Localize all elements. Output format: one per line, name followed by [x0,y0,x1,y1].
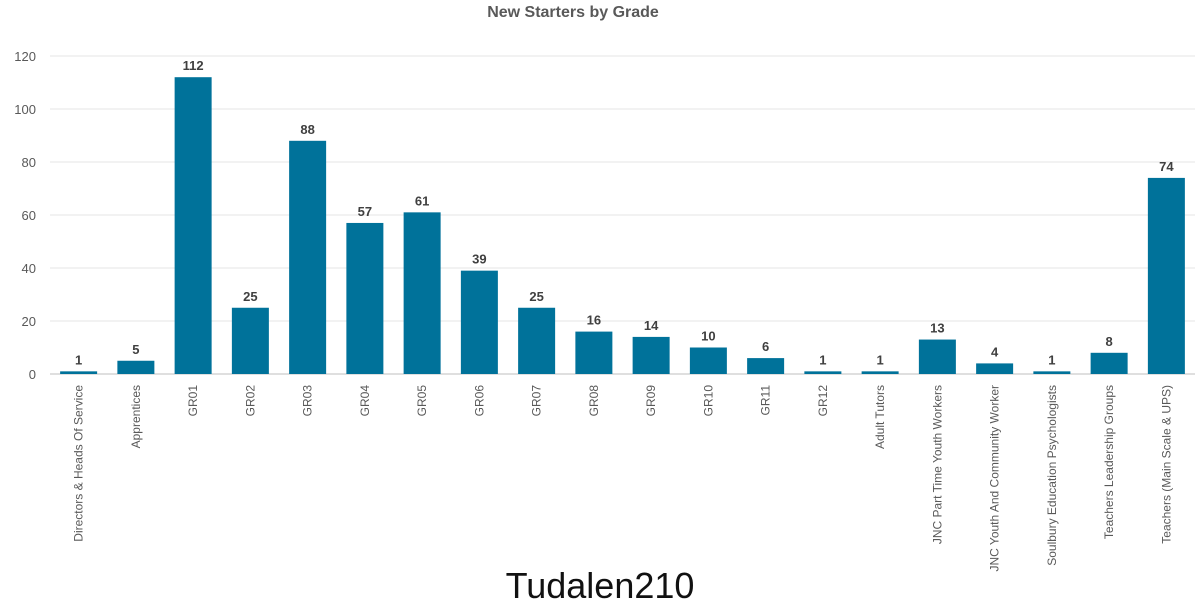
gridlines [50,55,1195,375]
page-caption: Tudalen210 [505,565,695,606]
bar [575,331,613,374]
data-label: 6 [762,339,769,354]
x-tick-label: GR05 [415,385,429,417]
bar [289,140,327,374]
y-tick-label: 60 [22,208,36,223]
y-tick-label: 40 [22,261,36,276]
x-tick-label: GR07 [530,385,544,417]
x-tick-label: Soulbury Education Psychologists [1045,385,1059,566]
data-label: 1 [75,352,82,367]
bar [861,371,899,374]
bar [117,360,155,374]
data-label: 1 [819,352,826,367]
y-axis-ticks: 0 20 40 60 80 100 120 [14,49,36,382]
data-label: 74 [1159,159,1174,174]
x-tick-label: Teachers (Main Scale & UPS) [1159,385,1173,544]
x-tick-label: GR08 [587,385,601,417]
chart-title: New Starters by Grade [487,4,659,21]
x-tick-label: Apprentices [129,385,143,448]
bar [1147,177,1185,374]
data-label: 112 [183,58,204,73]
x-tick-label: Directors & Heads Of Service [72,385,86,542]
x-tick-label: Adult Tutors [873,385,887,449]
x-tick-label: GR11 [759,385,773,416]
x-tick-label: JNC Youth And Community Worker [988,385,1002,572]
bar [231,307,269,374]
x-tick-label: GR09 [644,385,658,417]
x-axis-labels: Directors & Heads Of Service Apprentices G… [72,385,1174,572]
bar [403,212,441,374]
data-label: 1 [1048,352,1055,367]
data-label: 8 [1106,334,1113,349]
y-tick-label: 80 [22,155,36,170]
bar [918,339,956,374]
data-label: 25 [243,289,257,304]
x-tick-label: GR01 [186,385,200,417]
x-tick-label: JNC Part Time Youth Workers [930,385,944,544]
y-tick-label: 0 [29,367,36,382]
y-tick-label: 20 [22,314,36,329]
data-label: 4 [991,344,999,359]
x-tick-label: GR06 [472,385,486,417]
x-tick-label: GR10 [701,385,715,417]
bar [976,363,1014,374]
x-tick-label: GR04 [358,385,372,417]
y-tick-label: 100 [14,102,36,117]
data-label: 88 [300,122,314,137]
bar [804,371,842,374]
data-label: 14 [644,318,659,333]
x-tick-label: GR12 [816,385,830,417]
data-label: 16 [587,313,601,328]
bar [518,307,556,374]
bar [689,347,727,374]
y-tick-label: 120 [14,49,36,64]
data-label: 1 [877,352,884,367]
x-tick-label: GR03 [301,385,315,417]
bar [1033,371,1071,374]
x-tick-label: GR02 [243,385,257,417]
bar [346,222,384,374]
data-label: 39 [472,252,486,267]
bar [747,358,785,374]
data-label: 5 [132,342,139,357]
data-label: 10 [701,329,715,344]
bar [460,270,498,374]
bars [60,77,1185,374]
data-label: 57 [358,204,372,219]
bar [60,371,98,374]
bar [1090,352,1128,374]
data-label: 61 [415,193,429,208]
bar [632,336,670,374]
bar [174,77,212,374]
data-label: 13 [930,321,944,336]
x-tick-label: Teachers Leadership Groups [1102,385,1116,539]
data-label: 25 [529,289,543,304]
